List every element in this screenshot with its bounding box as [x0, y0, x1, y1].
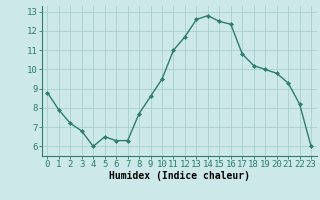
X-axis label: Humidex (Indice chaleur): Humidex (Indice chaleur) [109, 171, 250, 181]
